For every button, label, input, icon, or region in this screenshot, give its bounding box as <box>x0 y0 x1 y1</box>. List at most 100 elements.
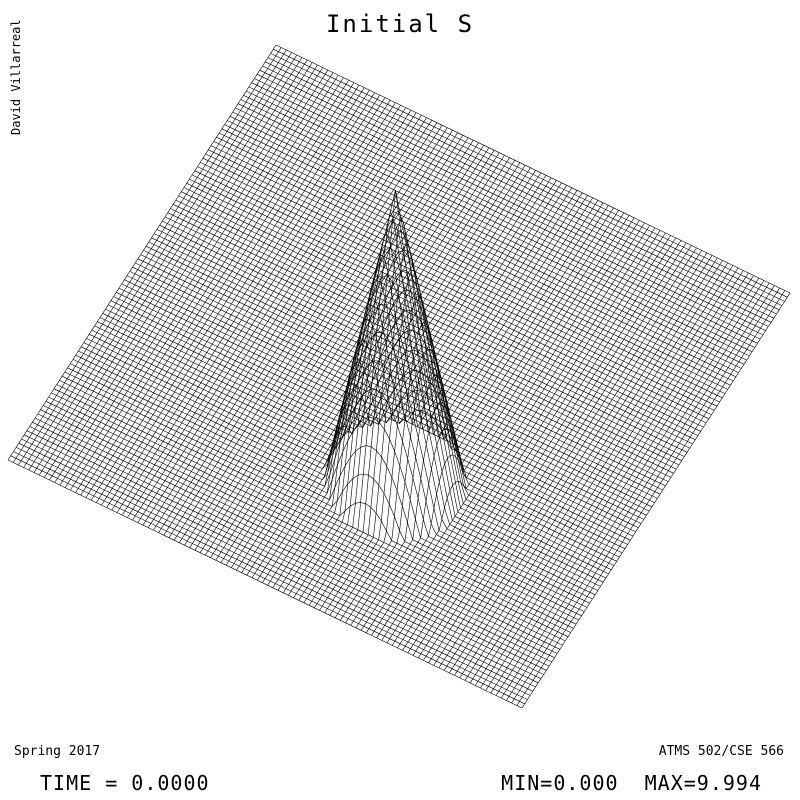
mesh-line <box>237 103 753 352</box>
mesh-line <box>402 235 671 651</box>
mesh-line <box>205 140 474 556</box>
min-max-readout: MIN=0.000 MAX=9.994 <box>501 771 762 795</box>
mesh-line <box>365 217 635 633</box>
plot-title: Initial S <box>325 10 475 38</box>
mesh-line <box>231 152 500 568</box>
mesh-line <box>164 216 680 466</box>
mesh-line <box>391 230 661 646</box>
mesh-line <box>208 149 723 399</box>
mesh-line <box>303 187 573 603</box>
mesh-line <box>485 275 754 691</box>
mesh-line <box>251 162 521 578</box>
mesh-line <box>151 237 666 487</box>
mesh-line <box>101 89 370 506</box>
mesh-line <box>298 185 567 601</box>
mesh-line <box>111 94 381 511</box>
mesh-line <box>186 183 701 432</box>
mesh-line <box>99 270 615 566</box>
mesh-line <box>449 257 718 674</box>
mesh-line <box>127 102 396 518</box>
mesh-line <box>490 277 760 694</box>
mesh-line <box>516 290 786 706</box>
mesh-line <box>235 107 750 357</box>
mesh-line <box>140 254 655 503</box>
mesh-line <box>118 287 634 537</box>
term-label: Spring 2017 <box>14 744 101 759</box>
mesh-line <box>64 72 334 488</box>
mesh-line <box>129 271 644 520</box>
mesh-line <box>355 212 625 628</box>
mesh-line <box>202 157 718 407</box>
mesh-line <box>156 229 672 478</box>
mesh-line <box>241 157 510 573</box>
mesh-line <box>459 262 728 679</box>
mesh-line <box>48 396 563 646</box>
mesh-line <box>135 262 650 512</box>
mesh-line <box>167 212 682 461</box>
mesh-line <box>91 209 607 579</box>
mesh-line <box>7 459 523 709</box>
mesh-line <box>80 79 349 496</box>
mesh-line <box>433 250 702 666</box>
mesh-line <box>229 116 745 365</box>
mesh-line <box>21 438 536 688</box>
mesh-line <box>259 69 774 319</box>
mesh-line <box>267 57 783 306</box>
mesh-line <box>137 258 653 508</box>
mesh-line <box>191 174 707 424</box>
mesh-line <box>94 229 609 575</box>
mesh-line <box>126 275 642 524</box>
mesh-line <box>371 220 640 636</box>
mesh-line <box>18 442 533 692</box>
author-label: David Villarreal <box>9 19 23 135</box>
mesh-line <box>334 202 604 618</box>
mesh-line <box>428 247 697 664</box>
mesh-line <box>142 109 412 526</box>
mesh-line <box>40 409 555 658</box>
mesh-line <box>324 197 593 613</box>
mesh-line <box>173 125 443 541</box>
mesh-line <box>78 303 593 600</box>
mesh-line <box>273 48 788 298</box>
mesh-line <box>23 52 292 468</box>
mesh-line <box>511 287 780 704</box>
mesh-line <box>121 99 391 516</box>
mesh-line <box>147 112 417 528</box>
mesh-line <box>236 155 505 571</box>
mesh-line <box>197 166 712 415</box>
mesh-line <box>246 160 516 576</box>
mesh-line <box>113 296 628 545</box>
mesh-line <box>240 99 755 348</box>
mesh-line <box>32 422 547 671</box>
mesh-line <box>256 74 772 323</box>
mesh-line <box>224 124 739 373</box>
mesh-line <box>145 245 661 495</box>
mesh-line <box>159 225 674 474</box>
mesh-line <box>33 57 303 473</box>
mesh-line <box>102 290 617 562</box>
mesh-line <box>179 127 448 543</box>
mesh-line <box>59 69 329 486</box>
mesh-line <box>26 430 542 679</box>
mesh-line <box>243 95 758 344</box>
mesh-line <box>340 205 609 621</box>
mesh-line <box>213 141 728 390</box>
mesh-line <box>75 332 590 604</box>
mesh-line <box>96 87 365 503</box>
mesh-line <box>350 210 619 626</box>
mesh-line <box>194 135 464 551</box>
mesh-line <box>194 170 709 420</box>
mesh-line <box>172 204 688 453</box>
mesh-line <box>38 59 308 476</box>
mesh-line <box>106 92 375 508</box>
surface-mesh <box>7 44 791 709</box>
mesh-line <box>319 195 588 611</box>
mesh-line <box>397 232 666 649</box>
mesh-line <box>205 153 720 403</box>
mesh-line <box>28 54 298 471</box>
mesh-line <box>12 47 282 463</box>
mesh-line <box>7 44 277 461</box>
mesh-line <box>225 150 495 566</box>
mesh-line <box>45 401 561 650</box>
